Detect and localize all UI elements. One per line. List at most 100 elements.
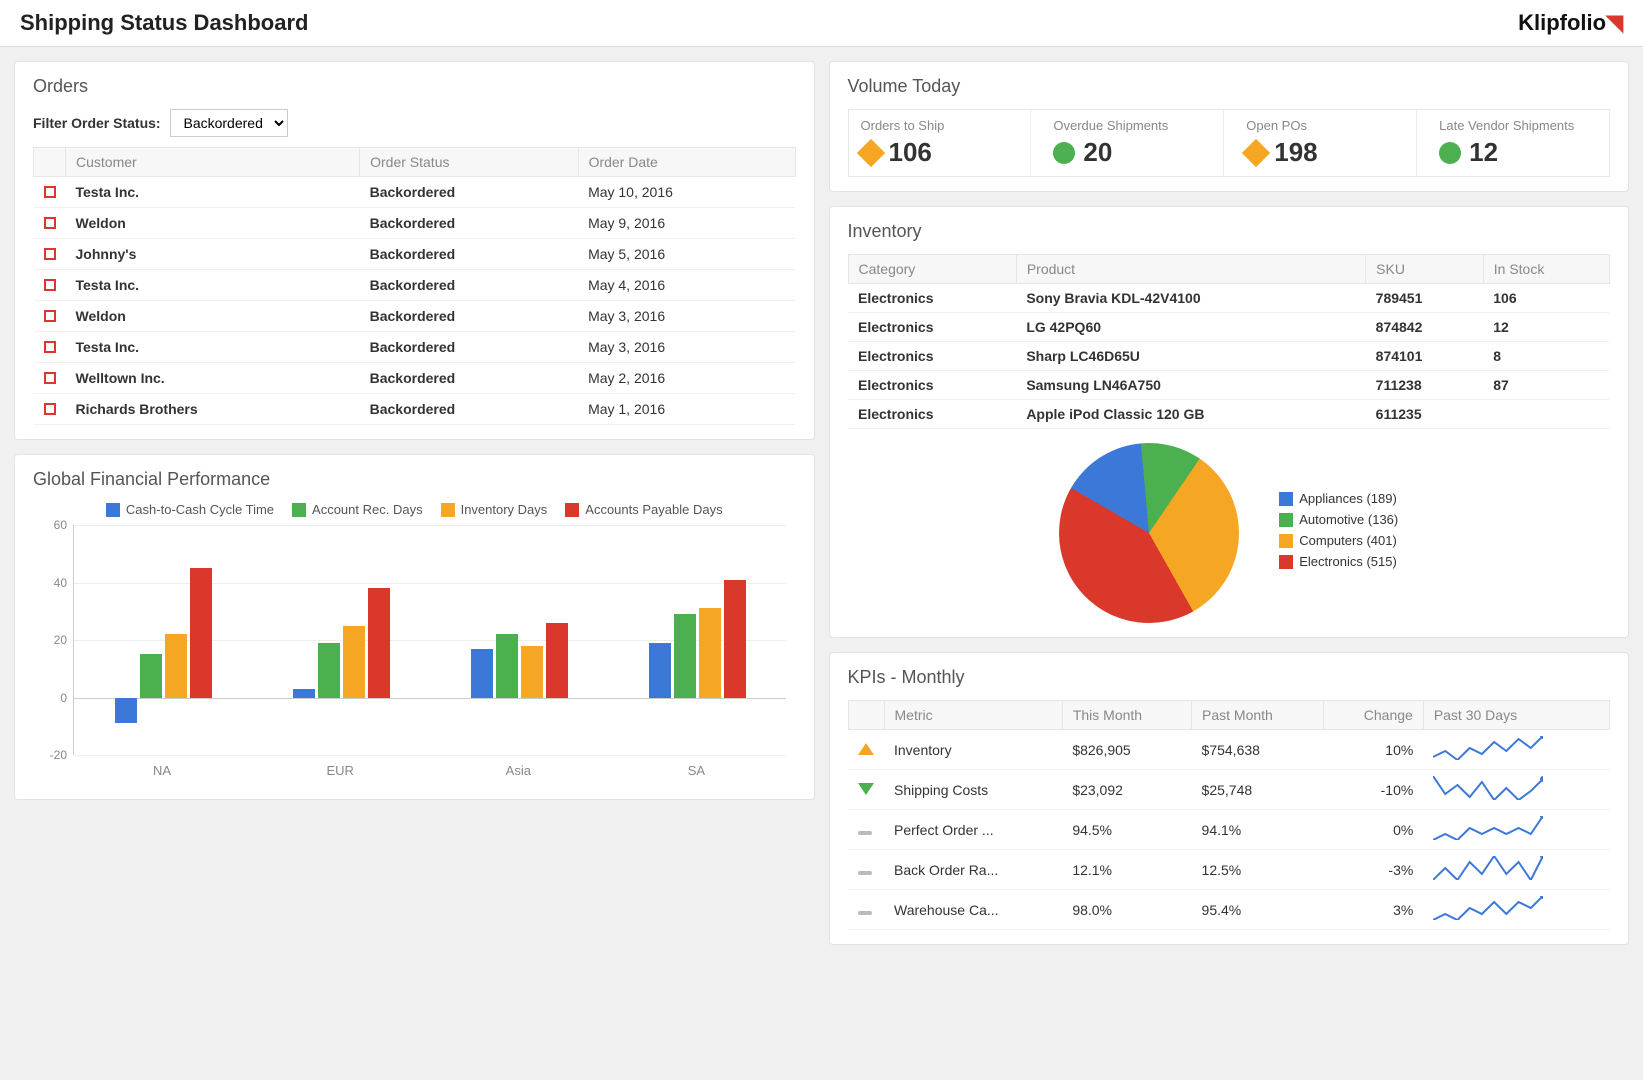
table-row[interactable]: ElectronicsApple iPod Classic 120 GB6112… [848, 400, 1610, 429]
kpi-this: 12.1% [1062, 850, 1191, 890]
trend-flat-icon [858, 871, 872, 875]
kpi-metric: Warehouse Ca... [884, 890, 1062, 930]
table-row[interactable]: Johnny's Backordered May 5, 2016 [34, 239, 796, 270]
x-label: SA [607, 757, 785, 785]
kpi-this: 98.0% [1062, 890, 1191, 930]
inventory-col: Product [1016, 255, 1365, 284]
bar [521, 646, 543, 698]
kpi-col: Past Month [1192, 701, 1323, 730]
table-row[interactable]: ElectronicsLG 42PQ6087484212 [848, 313, 1610, 342]
legend-item: Automotive (136) [1279, 512, 1398, 527]
kpi-col: Metric [884, 701, 1062, 730]
status-cell: Backordered [360, 301, 578, 332]
kpi-spark [1423, 730, 1609, 770]
kpi-past: $25,748 [1192, 770, 1323, 810]
status-marker-icon [44, 403, 56, 415]
filter-select[interactable]: Backordered [170, 109, 288, 137]
table-row[interactable]: Perfect Order ... 94.5% 94.1% 0% [848, 810, 1610, 850]
table-row[interactable]: ElectronicsSamsung LN46A75071123887 [848, 371, 1610, 400]
table-row[interactable]: Inventory $826,905 $754,638 10% [848, 730, 1610, 770]
inventory-panel: Inventory CategoryProductSKUIn Stock Ele… [829, 206, 1630, 638]
bar-group [252, 525, 430, 755]
status-cell: Backordered [360, 239, 578, 270]
orders-col: Order Status [360, 148, 578, 177]
sparkline-chart [1433, 776, 1543, 800]
orders-panel: Orders Filter Order Status: Backordered … [14, 61, 815, 440]
trend-down-icon [858, 783, 874, 795]
inventory-cell: Electronics [848, 284, 1016, 313]
inventory-title: Inventory [848, 221, 1611, 242]
inventory-col: Category [848, 255, 1016, 284]
kpi-past: 94.1% [1192, 810, 1323, 850]
table-row[interactable]: Weldon Backordered May 3, 2016 [34, 301, 796, 332]
table-row[interactable]: Richards Brothers Backordered May 1, 201… [34, 394, 796, 425]
x-label: NA [73, 757, 251, 785]
inventory-cell: Electronics [848, 342, 1016, 371]
kpi-change: -10% [1323, 770, 1423, 810]
y-tick: 0 [60, 691, 67, 705]
table-row[interactable]: Back Order Ra... 12.1% 12.5% -3% [848, 850, 1610, 890]
inventory-cell: Electronics [848, 371, 1016, 400]
bar [471, 649, 493, 698]
legend-swatch-icon [1279, 513, 1293, 527]
inventory-pie-legend: Appliances (189) Automotive (136) Comput… [1279, 491, 1398, 575]
inventory-cell: 711238 [1366, 371, 1484, 400]
volume-label: Overdue Shipments [1053, 118, 1211, 133]
table-row[interactable]: Welltown Inc. Backordered May 2, 2016 [34, 363, 796, 394]
inventory-cell: 789451 [1366, 284, 1484, 313]
status-marker-icon [44, 186, 56, 198]
bar [293, 689, 315, 698]
legend-item: Electronics (515) [1279, 554, 1398, 569]
kpi-col: This Month [1062, 701, 1191, 730]
bar-group [430, 525, 608, 755]
diamond-icon [856, 138, 884, 166]
inventory-cell: 87 [1483, 371, 1609, 400]
kpi-metric: Back Order Ra... [884, 850, 1062, 890]
date-cell: May 4, 2016 [578, 270, 795, 301]
kpi-spark [1423, 810, 1609, 850]
kpi-spark [1423, 770, 1609, 810]
trend-up-icon [858, 743, 874, 755]
bar [190, 568, 212, 697]
kpi-spark [1423, 850, 1609, 890]
gfp-legend: Cash-to-Cash Cycle Time Account Rec. Day… [33, 502, 796, 517]
volume-value: 12 [1439, 137, 1597, 168]
legend-swatch-icon [292, 503, 306, 517]
volume-item: Orders to Ship 106 [849, 110, 1032, 176]
table-row[interactable]: Testa Inc. Backordered May 3, 2016 [34, 332, 796, 363]
bar [724, 580, 746, 698]
customer-cell: Weldon [66, 301, 360, 332]
volume-panel: Volume Today Orders to Ship 106 Overdue … [829, 61, 1630, 192]
inventory-cell: Electronics [848, 313, 1016, 342]
table-row[interactable]: ElectronicsSharp LC46D65U8741018 [848, 342, 1610, 371]
table-row[interactable]: Testa Inc. Backordered May 10, 2016 [34, 177, 796, 208]
volume-label: Open POs [1246, 118, 1404, 133]
table-row[interactable]: ElectronicsSony Bravia KDL-42V4100789451… [848, 284, 1610, 313]
inventory-cell: LG 42PQ60 [1016, 313, 1365, 342]
x-label: EUR [251, 757, 429, 785]
date-cell: May 3, 2016 [578, 332, 795, 363]
customer-cell: Testa Inc. [66, 177, 360, 208]
legend-item: Account Rec. Days [292, 502, 423, 517]
inventory-pie-chart [1059, 443, 1239, 623]
inventory-cell [1483, 400, 1609, 429]
kpi-change: -3% [1323, 850, 1423, 890]
status-cell: Backordered [360, 363, 578, 394]
table-row[interactable]: Shipping Costs $23,092 $25,748 -10% [848, 770, 1610, 810]
table-row[interactable]: Warehouse Ca... 98.0% 95.4% 3% [848, 890, 1610, 930]
table-row[interactable]: Testa Inc. Backordered May 4, 2016 [34, 270, 796, 301]
y-tick: 20 [54, 633, 67, 647]
status-marker-icon [44, 310, 56, 322]
date-cell: May 2, 2016 [578, 363, 795, 394]
table-row[interactable]: Weldon Backordered May 9, 2016 [34, 208, 796, 239]
volume-label: Late Vendor Shipments [1439, 118, 1597, 133]
kpi-metric: Inventory [884, 730, 1062, 770]
inventory-cell: Sharp LC46D65U [1016, 342, 1365, 371]
kpi-metric: Perfect Order ... [884, 810, 1062, 850]
kpis-table: MetricThis MonthPast MonthChangePast 30 … [848, 700, 1611, 930]
date-cell: May 9, 2016 [578, 208, 795, 239]
customer-cell: Johnny's [66, 239, 360, 270]
kpi-past: 12.5% [1192, 850, 1323, 890]
diamond-icon [1242, 138, 1270, 166]
bar-group [74, 525, 252, 755]
